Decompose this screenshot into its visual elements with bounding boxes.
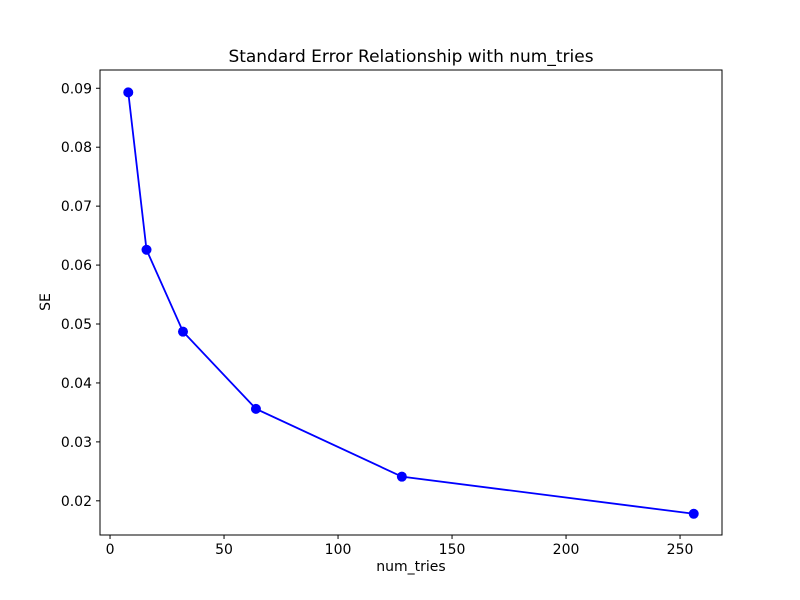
y-tick-label: 0.04 bbox=[61, 376, 92, 392]
x-axis-label: num_tries bbox=[376, 559, 445, 575]
x-tick-label: 100 bbox=[325, 542, 352, 558]
y-axis-label: SE bbox=[38, 293, 54, 311]
data-point-marker bbox=[250, 403, 261, 414]
y-axis-ticks: 0.02 0.03 0.04 0.05 0.06 0.07 0.08 0.09 bbox=[61, 81, 100, 510]
x-tick-label: 200 bbox=[553, 542, 580, 558]
data-point-marker bbox=[396, 471, 407, 482]
x-tick-label: 250 bbox=[667, 542, 694, 558]
chart-title: Standard Error Relationship with num_tri… bbox=[228, 47, 593, 67]
x-tick-label: 150 bbox=[439, 542, 466, 558]
series-line bbox=[127, 92, 694, 515]
plot-area-border bbox=[99, 69, 723, 536]
series-group bbox=[123, 87, 699, 519]
x-tick-label: 0 bbox=[106, 542, 115, 558]
y-tick-label: 0.05 bbox=[61, 317, 92, 333]
y-tick-label: 0.07 bbox=[61, 199, 92, 215]
data-point-marker bbox=[177, 326, 188, 337]
x-axis-ticks: 0 50 100 150 200 250 bbox=[106, 535, 694, 558]
data-point-marker bbox=[688, 508, 699, 519]
data-point-marker bbox=[141, 244, 152, 255]
data-point-marker bbox=[123, 87, 134, 98]
y-tick-label: 0.03 bbox=[61, 435, 92, 451]
y-tick-label: 0.09 bbox=[61, 81, 92, 97]
y-tick-label: 0.06 bbox=[61, 258, 92, 274]
y-tick-label: 0.02 bbox=[61, 494, 92, 510]
x-tick-label: 50 bbox=[215, 542, 233, 558]
y-tick-label: 0.08 bbox=[61, 140, 92, 156]
